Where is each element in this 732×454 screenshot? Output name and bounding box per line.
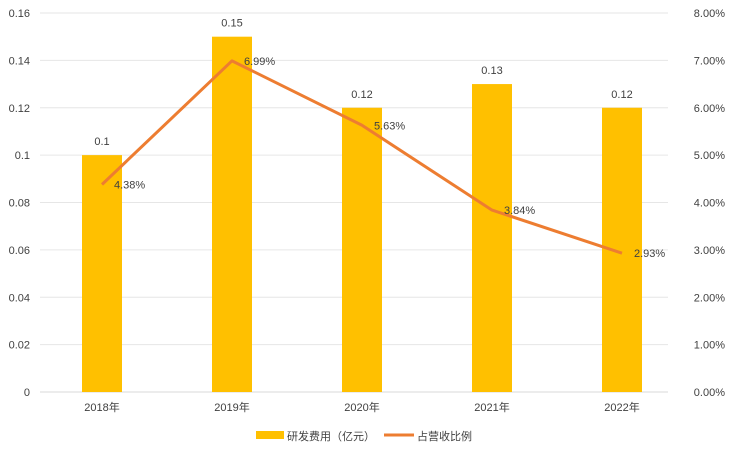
y-left-tick-label: 0.02 [9,340,30,352]
bar-data-label: 0.13 [481,65,502,77]
x-tick-label: 2020年 [344,400,379,414]
line-data-label: 4.38% [114,179,145,191]
y-right-tick-label: 3.00% [694,245,725,257]
y-right-tick-label: 0.00% [694,387,725,399]
bar [82,155,122,392]
legend-bar-label: 研发费用（亿元） [287,429,375,443]
line-data-label: 2.93% [634,248,665,260]
y-right-tick-label: 6.00% [694,103,725,115]
y-left-tick-label: 0.12 [9,103,30,115]
line-data-label: 5.63% [374,120,405,132]
y-right-tick-label: 7.00% [694,55,725,67]
bar-data-label: 0.12 [351,89,372,101]
legend-bar-swatch [256,431,284,439]
bar [342,107,382,392]
y-left-tick-label: 0.14 [9,55,30,67]
y-left-tick-label: 0.04 [9,292,30,304]
bar [212,36,252,392]
y-right-tick-label: 1.00% [694,340,725,352]
y-right-tick-label: 2.00% [694,292,725,304]
x-tick-label: 2022年 [604,400,639,414]
y-right-tick-label: 4.00% [694,198,725,210]
legend-line-label: 占营收比例 [417,429,472,443]
bar-data-label: 0.1 [94,136,109,148]
y-left-tick-label: 0.06 [9,245,30,257]
y-left-tick-label: 0 [24,387,30,399]
x-tick-label: 2019年 [214,400,249,414]
bar-data-label: 0.15 [221,18,242,30]
y-right-tick-label: 8.00% [694,8,725,20]
x-tick-label: 2021年 [474,400,509,414]
y-left-tick-label: 0.08 [9,198,30,210]
y-right-tick-label: 5.00% [694,150,725,162]
y-left-tick-label: 0.16 [9,8,30,20]
bar [472,84,512,392]
x-tick-label: 2018年 [84,400,119,414]
y-left-tick-label: 0.1 [15,150,30,162]
bar-data-label: 0.12 [611,89,632,101]
line-data-label: 3.84% [504,205,535,217]
line-data-label: 6.99% [244,56,275,68]
